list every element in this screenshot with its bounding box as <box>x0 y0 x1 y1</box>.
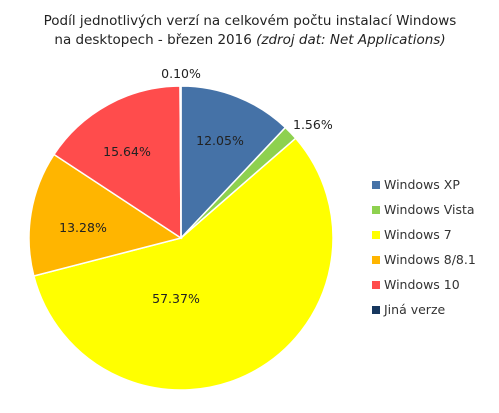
legend-item: Jiná verze <box>372 297 476 322</box>
pie-slice-windows-10 <box>52 85 182 240</box>
legend-item: Windows 10 <box>372 272 476 297</box>
chart-title: Podíl jednotlivých verzí na celkovém poč… <box>30 12 470 50</box>
legend-label: Windows 7 <box>384 227 452 242</box>
legend-item: Windows XP <box>372 172 476 197</box>
legend-label: Windows Vista <box>384 202 475 217</box>
legend-item: Windows 7 <box>372 222 476 247</box>
legend-swatch <box>372 305 380 314</box>
data-label-jin-verze: 0.10% <box>161 66 201 81</box>
pie-slice-windows-7 <box>32 137 334 391</box>
legend-swatch <box>372 255 380 264</box>
data-label-windows-10: 15.64% <box>103 144 151 159</box>
data-label-windows-7: 57.37% <box>152 291 200 306</box>
chart-source-note: (zdroj dat: Net Applications) <box>256 32 446 48</box>
chart-title-main: na desktopech - březen 2016 <box>54 32 252 48</box>
pie-slice-windows-xp <box>180 85 287 240</box>
chart-title-line2: na desktopech - březen 2016 (zdroj dat: … <box>30 31 470 50</box>
legend-label: Windows 10 <box>384 277 460 292</box>
pie-slices <box>28 85 334 391</box>
data-label-windows-vista: 1.56% <box>293 117 333 132</box>
pie-labels: 12.05% 1.56% 57.37% 13.28% 15.64% 0.10% <box>59 66 333 306</box>
legend-swatch <box>372 280 380 289</box>
pie-slice-jin-verze <box>179 85 182 239</box>
data-label-windows-8-8-1: 13.28% <box>59 220 107 235</box>
data-label-windows-xp: 12.05% <box>196 133 244 148</box>
legend-label: Jiná verze <box>384 302 446 317</box>
legend-item: Windows 8/8.1 <box>372 247 476 272</box>
chart-legend: Windows XP Windows Vista Windows 7 Windows … <box>372 172 476 322</box>
legend-item: Windows Vista <box>372 197 476 222</box>
chart-title-line1: Podíl jednotlivých verzí na celkovém poč… <box>43 13 457 29</box>
legend-label: Windows 8/8.1 <box>384 252 476 267</box>
pie-slice-windows-8-8-1 <box>28 153 183 277</box>
legend-label: Windows XP <box>384 177 460 192</box>
legend-swatch <box>372 180 380 189</box>
legend-swatch <box>372 230 380 239</box>
legend-swatch <box>372 205 380 214</box>
